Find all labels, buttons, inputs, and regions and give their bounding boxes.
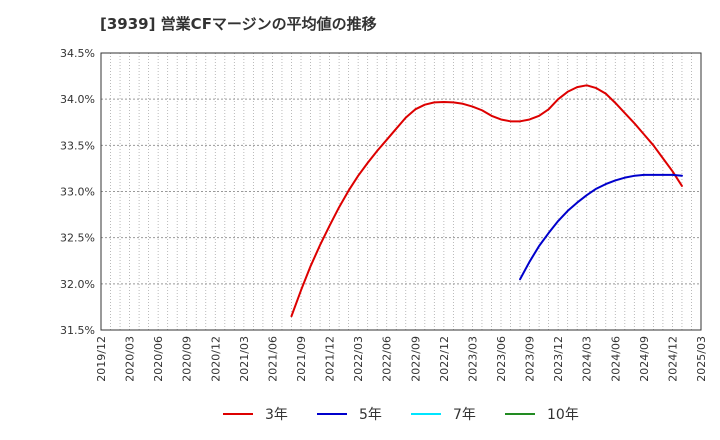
y-tick-label: 31.5% — [60, 324, 95, 337]
x-tick-label: 2023/12 — [552, 336, 565, 382]
axis-layer: 31.5% 32.0% 32.5% 33.0% 33.5% 34.0% 34.5% 2019/… — [60, 47, 708, 382]
x-tick-label: 2021/12 — [324, 336, 337, 382]
y-tick-label: 34.5% — [60, 47, 95, 60]
y-tick-label: 32.0% — [60, 278, 95, 291]
series-layer — [290, 84, 683, 318]
x-tick-label: 2024/03 — [581, 336, 594, 382]
series-line-5年 — [519, 173, 683, 281]
x-tick-label: 2021/06 — [266, 336, 279, 382]
y-tick-label: 34.0% — [60, 93, 95, 106]
y-tick-label: 33.5% — [60, 139, 95, 152]
series-line-3年 — [290, 84, 683, 318]
legend: 3年 5年 7年 10年 — [223, 407, 579, 423]
x-tick-label: 2022/06 — [381, 336, 394, 382]
y-tick-label: 33.0% — [60, 186, 95, 199]
x-tick-label: 2023/06 — [495, 336, 508, 382]
x-tick-label: 2024/06 — [609, 336, 622, 382]
x-tick-label: 2022/12 — [438, 336, 451, 382]
x-tick-label: 2023/09 — [524, 336, 537, 382]
x-tick-label: 2025/03 — [695, 336, 708, 382]
x-tick-label: 2019/12 — [95, 336, 108, 382]
x-tick-label: 2020/09 — [181, 336, 194, 382]
x-tick-label: 2020/12 — [209, 336, 222, 382]
x-tick-label: 2024/12 — [666, 336, 679, 382]
legend-label-3年: 3年 — [265, 407, 288, 423]
chart-title: [3939] 営業CFマージンの平均値の推移 — [100, 15, 377, 33]
legend-label-5年: 5年 — [359, 407, 382, 423]
x-tick-label: 2021/03 — [238, 336, 251, 382]
x-tick-label: 2023/03 — [466, 336, 479, 382]
legend-label-10年: 10年 — [547, 407, 579, 423]
x-tick-label: 2020/03 — [124, 336, 137, 382]
x-tick-label: 2024/09 — [638, 336, 651, 382]
x-tick-label: 2022/03 — [352, 336, 365, 382]
x-tick-label: 2022/09 — [409, 336, 422, 382]
plot-frame — [100, 52, 702, 331]
x-tick-label: 2020/06 — [152, 336, 165, 382]
legend-label-7年: 7年 — [453, 407, 476, 423]
x-tick-label: 2021/09 — [295, 336, 308, 382]
y-tick-label: 32.5% — [60, 232, 95, 245]
